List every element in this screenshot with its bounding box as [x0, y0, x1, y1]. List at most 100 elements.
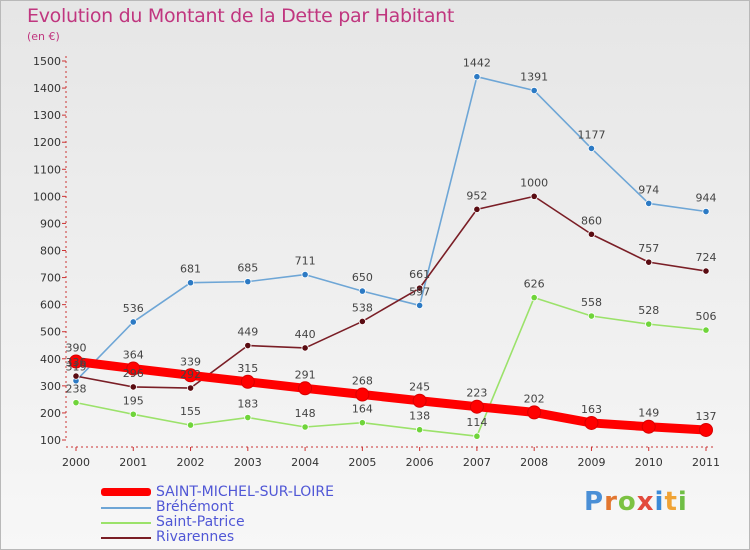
data-point — [129, 410, 137, 418]
data-point — [699, 422, 713, 437]
data-label: 1000 — [520, 176, 548, 189]
data-label: 1391 — [520, 71, 548, 84]
data-label: 1442 — [463, 57, 491, 70]
y-tick-label: 1500 — [33, 55, 61, 68]
y-tick-label: 400 — [40, 353, 61, 366]
data-point — [72, 399, 80, 407]
data-label: 339 — [180, 355, 201, 368]
data-label: 952 — [466, 189, 487, 202]
data-label: 268 — [352, 375, 373, 388]
data-point — [527, 405, 542, 420]
legend-swatch — [101, 507, 151, 509]
x-tick-label: 2009 — [577, 456, 605, 469]
data-point — [244, 341, 252, 350]
data-label: 245 — [409, 381, 430, 394]
data-point — [186, 421, 195, 429]
legend-item: Saint-Patrice — [101, 514, 421, 531]
data-point — [416, 284, 424, 292]
y-tick-label: 1100 — [33, 163, 61, 176]
x-tick-label: 2008 — [520, 456, 548, 469]
legend-item: SAINT-MICHEL-SUR-LOIRE — [101, 484, 421, 501]
data-point — [530, 192, 538, 200]
series-line-saint-patrice — [75, 296, 707, 438]
x-tick-label: 2000 — [62, 456, 90, 469]
data-label: 336 — [66, 356, 87, 369]
y-tick-label: 600 — [40, 299, 61, 312]
legend-label: SAINT-MICHEL-SUR-LOIRE — [156, 484, 334, 500]
x-tick-label: 2002 — [177, 456, 205, 469]
data-point — [587, 230, 596, 238]
data-point — [530, 294, 538, 302]
x-tick-label: 2006 — [406, 456, 434, 469]
legend-label: Bréhémont — [156, 499, 234, 515]
y-tick-label: 900 — [40, 217, 61, 230]
y-tick-label: 1200 — [33, 136, 61, 149]
x-tick-label: 2010 — [635, 456, 663, 469]
data-label: 944 — [696, 192, 717, 205]
legend-label: Saint-Patrice — [156, 514, 245, 530]
data-label: 137 — [696, 410, 717, 423]
data-label: 1177 — [577, 128, 605, 141]
data-label: 528 — [638, 304, 659, 317]
data-label: 223 — [466, 387, 487, 400]
data-point — [702, 267, 710, 275]
data-point — [469, 399, 484, 414]
chart-axes: 100 200 300 400 500 600 700 800 900 1000 1100 1200 1… — [33, 55, 720, 469]
series-line-br-h-mont — [75, 75, 707, 382]
data-label: 558 — [581, 296, 602, 309]
y-tick-label: 500 — [40, 326, 61, 339]
legend-swatch — [101, 522, 151, 524]
series-line-saint-michel-sur-loire — [71, 356, 711, 435]
data-label: 155 — [180, 405, 201, 418]
data-point — [473, 205, 481, 213]
data-label: 661 — [409, 268, 430, 281]
data-label: 506 — [696, 310, 717, 323]
data-point — [358, 287, 366, 295]
data-label: 597 — [409, 285, 430, 298]
data-label: 114 — [466, 416, 487, 429]
data-label: 724 — [696, 251, 717, 264]
y-tick-label: 700 — [40, 272, 61, 285]
data-point — [186, 279, 195, 287]
data-point — [240, 374, 255, 389]
data-point — [584, 415, 599, 430]
data-point — [183, 368, 198, 383]
data-point — [473, 432, 481, 440]
data-point — [69, 354, 83, 369]
data-label: 238 — [66, 383, 87, 396]
x-tick-label: 2004 — [291, 456, 319, 469]
data-point — [301, 270, 309, 279]
data-point — [587, 312, 596, 320]
data-point — [126, 361, 141, 376]
data-point — [129, 318, 137, 326]
legend-item: Rivarennes — [101, 529, 421, 546]
data-label: 149 — [638, 407, 659, 420]
data-label: 202 — [524, 392, 545, 405]
x-tick-label: 2011 — [692, 456, 720, 469]
series-layer — [69, 73, 713, 440]
data-point — [129, 383, 137, 391]
data-point — [244, 413, 252, 422]
data-label: 650 — [352, 271, 373, 284]
data-label: 364 — [123, 349, 144, 362]
y-tick-label: 200 — [40, 407, 61, 420]
data-point — [645, 320, 653, 328]
y-tick-label: 1300 — [33, 109, 61, 122]
chart-title: Evolution du Montant de la Dette par Hab… — [27, 5, 455, 27]
data-label: 440 — [295, 328, 316, 341]
data-point — [301, 423, 309, 431]
legend-swatch — [101, 488, 151, 496]
data-point — [298, 381, 313, 396]
data-point — [702, 207, 710, 216]
data-label: 148 — [295, 407, 316, 420]
data-label: 538 — [352, 301, 373, 314]
data-label: 449 — [237, 326, 258, 339]
data-point — [355, 387, 370, 402]
data-label: 138 — [409, 410, 430, 423]
x-tick-label: 2003 — [234, 456, 262, 469]
data-point — [186, 384, 195, 392]
data-point — [702, 326, 710, 334]
data-point — [416, 426, 424, 434]
